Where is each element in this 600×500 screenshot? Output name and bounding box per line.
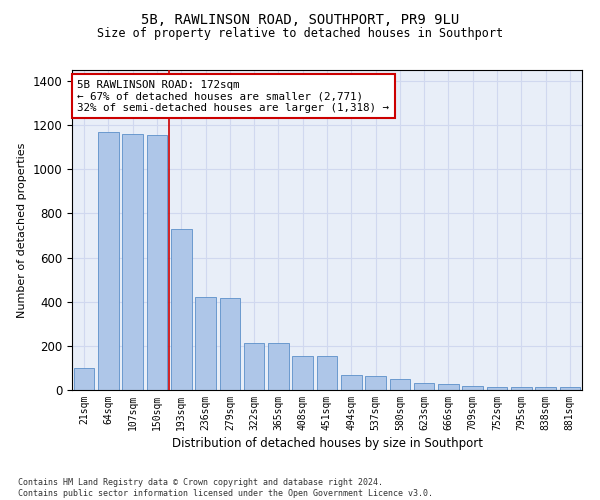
Bar <box>171 229 191 390</box>
Bar <box>389 380 410 390</box>
Bar <box>122 134 143 390</box>
Bar <box>438 384 459 390</box>
Bar <box>317 356 337 390</box>
Text: Contains HM Land Registry data © Crown copyright and database right 2024.
Contai: Contains HM Land Registry data © Crown c… <box>18 478 433 498</box>
Bar <box>341 374 362 390</box>
Text: 5B RAWLINSON ROAD: 172sqm
← 67% of detached houses are smaller (2,771)
32% of se: 5B RAWLINSON ROAD: 172sqm ← 67% of detac… <box>77 80 389 113</box>
Bar <box>414 384 434 390</box>
Bar <box>463 386 483 390</box>
Bar <box>74 368 94 390</box>
Bar <box>98 132 119 390</box>
Bar <box>220 298 240 390</box>
Bar <box>195 298 216 390</box>
Bar <box>511 388 532 390</box>
Bar <box>487 387 508 390</box>
Bar <box>292 356 313 390</box>
Y-axis label: Number of detached properties: Number of detached properties <box>17 142 27 318</box>
Bar <box>365 376 386 390</box>
Bar <box>244 342 265 390</box>
Bar <box>535 388 556 390</box>
X-axis label: Distribution of detached houses by size in Southport: Distribution of detached houses by size … <box>172 437 482 450</box>
Bar <box>268 342 289 390</box>
Text: Size of property relative to detached houses in Southport: Size of property relative to detached ho… <box>97 28 503 40</box>
Bar <box>146 135 167 390</box>
Bar <box>560 388 580 390</box>
Text: 5B, RAWLINSON ROAD, SOUTHPORT, PR9 9LU: 5B, RAWLINSON ROAD, SOUTHPORT, PR9 9LU <box>141 12 459 26</box>
